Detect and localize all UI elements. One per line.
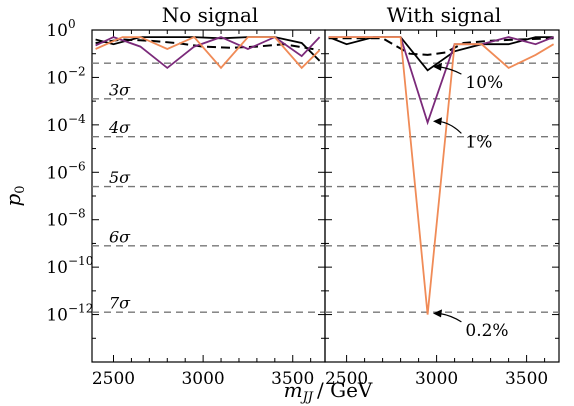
- sigma-label-3: 6σ: [109, 227, 131, 246]
- series-line-3: [95, 36, 321, 70]
- annotation-arrowhead: [433, 117, 442, 126]
- x-tick-label: 3000: [415, 369, 458, 389]
- title-with-signal: With signal: [387, 3, 502, 27]
- y-tick-label: 10: [46, 211, 68, 231]
- x-tick-label: 2500: [92, 369, 135, 389]
- x-tick-label: 2500: [325, 369, 368, 389]
- y-tick-label-exponent: −8: [68, 207, 86, 221]
- y-tick-label: 10: [46, 163, 68, 183]
- annotation-label-0: 10%: [465, 73, 503, 93]
- sigma-label-0: 3σ: [109, 80, 131, 99]
- title-no-signal: No signal: [162, 3, 259, 27]
- x-axis-label: mJJ / GeV: [284, 378, 373, 405]
- series-line-2: [328, 36, 554, 126]
- annotation-arrow: [438, 120, 462, 134]
- sigma-label-1: 4σ: [108, 118, 131, 137]
- annotation-label-2: 0.2%: [465, 321, 508, 341]
- y-axis-label: p0: [1, 185, 28, 206]
- sigma-label-4: 7σ: [109, 294, 131, 313]
- series-line-3: [328, 36, 555, 315]
- sigma-label-2: 5σ: [109, 168, 131, 187]
- panel-1: 2500 3000 3500 10% 1% 0.2%: [324, 29, 560, 389]
- annotation-label-1: 1%: [465, 132, 492, 152]
- y-tick-label-exponent: −10: [68, 254, 93, 268]
- y-tick-label: 10: [46, 116, 68, 136]
- y-tick-label-exponent: −4: [68, 112, 86, 126]
- annotation-arrow: [438, 66, 462, 75]
- y-tick-label: 10: [46, 258, 68, 278]
- x-tick-label: 3500: [505, 369, 548, 389]
- y-tick-label: 10: [46, 306, 68, 326]
- y-tick-label-exponent: 0: [68, 17, 76, 31]
- series-line-2: [95, 36, 321, 70]
- x-tick-label: 3000: [181, 369, 224, 389]
- annotation-arrowhead: [433, 62, 442, 71]
- annotation-arrow: [438, 312, 462, 323]
- series-line-1: [95, 36, 321, 62]
- y-tick-label-exponent: −2: [68, 64, 86, 78]
- y-tick-label: 10: [46, 68, 68, 88]
- y-tick-label: 10: [46, 21, 68, 41]
- y-tick-label-exponent: −12: [68, 302, 93, 316]
- series-line-0: [328, 37, 554, 56]
- annotation-arrowhead: [433, 309, 442, 318]
- y-tick-label-exponent: −6: [68, 159, 86, 173]
- x-tick-label: 3500: [271, 369, 314, 389]
